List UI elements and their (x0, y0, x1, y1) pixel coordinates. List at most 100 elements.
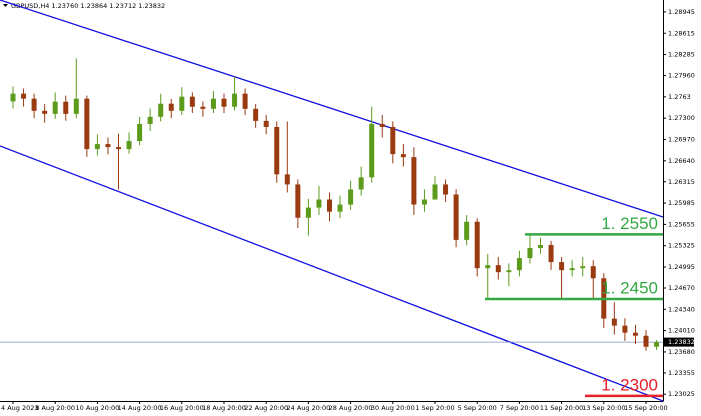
candle-body (337, 204, 343, 212)
candle-body (432, 184, 438, 200)
x-tick-label: 1 Sep 20:00 (415, 404, 454, 412)
candle-body (421, 199, 427, 205)
candle-body (390, 126, 396, 155)
candle-body (232, 93, 238, 107)
candle-body (31, 98, 37, 111)
y-tick-label: 1.25655 (668, 220, 695, 228)
candle-body (137, 123, 143, 142)
y-tick-label: 1.26315 (668, 178, 695, 186)
candle-body (527, 247, 533, 259)
candle-body (94, 144, 100, 150)
y-tick-label: 1.25325 (668, 242, 695, 250)
candle-body (284, 174, 290, 185)
candle-body (327, 199, 332, 212)
y-tick-label: 1.27960 (668, 72, 695, 80)
x-tick-label: 11 Sep 20:00 (540, 404, 583, 412)
y-tick-label: 1.2763 (668, 93, 691, 101)
x-tick-label: 30 Aug 20:00 (371, 404, 415, 412)
x-tick-label: 14 Aug 20:00 (118, 404, 162, 412)
candle-body (559, 262, 565, 271)
y-tick-label: 1.24670 (668, 284, 695, 292)
x-tick-label: 28 Aug 20:00 (329, 404, 373, 412)
y-tick-label: 1.23680 (668, 348, 695, 356)
last-price-box (664, 337, 694, 347)
candle-body (305, 207, 311, 218)
candle-body (453, 194, 459, 240)
y-tick-label: 1.24010 (668, 327, 695, 335)
x-tick-label: 7 Sep 20:00 (500, 404, 539, 412)
candle-body (105, 144, 111, 148)
level-label: 1. 2300 (601, 375, 658, 394)
candle-body (179, 96, 185, 111)
candle-body (622, 325, 628, 333)
y-tick-label: 1.25985 (668, 199, 695, 207)
candle-body (379, 123, 385, 127)
candle-body (242, 93, 248, 109)
candle-body (147, 116, 153, 124)
candle-body (253, 108, 259, 121)
x-tick-label: 4 Aug 2023 (1, 404, 39, 412)
candle-body (274, 126, 280, 175)
chart-title: GBPUSD,H4 1.23760 1.23864 1.23712 1.2383… (11, 2, 165, 10)
candle-body (348, 189, 354, 205)
candle-body (52, 101, 58, 114)
level-label: 1. 2450 (601, 278, 658, 297)
candle-body (548, 244, 554, 263)
candle-body (84, 98, 90, 150)
candle-body (654, 342, 660, 347)
candle-body (42, 110, 48, 114)
candle-body (210, 98, 216, 109)
candle-body (443, 184, 449, 195)
x-tick-label: 13 Sep 20:00 (582, 404, 625, 412)
y-tick-label: 1.28945 (668, 8, 695, 16)
candle-body (506, 270, 512, 273)
y-tick-label: 1.23355 (668, 369, 695, 377)
candle-body (474, 221, 480, 269)
y-tick-label: 1.28285 (668, 51, 695, 59)
y-tick-label: 1.26970 (668, 135, 695, 143)
y-tick-label: 1.27300 (668, 114, 695, 122)
candle-body (495, 265, 501, 273)
candle-body (400, 154, 406, 158)
candle-body (295, 184, 301, 218)
candle-body (21, 93, 27, 99)
x-tick-label: 24 Aug 20:00 (286, 404, 330, 412)
candle-body (116, 147, 121, 150)
x-tick-label: 10 Aug 20:00 (75, 404, 119, 412)
candle-body (569, 268, 575, 271)
candle-body (464, 221, 470, 240)
candle-body (580, 266, 586, 269)
candle-body (643, 335, 649, 347)
candle-body (73, 98, 79, 114)
candle-body (485, 265, 491, 269)
channel-line (0, 145, 664, 402)
candle-body (358, 177, 364, 190)
level-label: 1. 2550 (601, 214, 658, 233)
candle-body (590, 266, 596, 279)
y-tick-label: 1.24340 (668, 305, 695, 313)
candle-body (221, 98, 227, 107)
x-tick-label: 5 Sep 20:00 (458, 404, 497, 412)
menu-triangle[interactable] (3, 4, 8, 7)
x-tick-label: 18 Aug 20:00 (202, 404, 246, 412)
candle-body (538, 244, 543, 248)
y-tick-label: 1.24995 (668, 263, 695, 271)
candle-body (168, 103, 174, 111)
y-tick-label: 1.26640 (668, 157, 695, 165)
candle-body (126, 141, 132, 150)
y-tick-label: 1.28615 (668, 29, 695, 37)
candle-body (158, 103, 164, 117)
x-tick-label: 16 Aug 20:00 (160, 404, 204, 412)
x-tick-label: 22 Aug 20:00 (244, 404, 288, 412)
y-tick-label: 1.23025 (668, 390, 695, 398)
candle-body (63, 101, 69, 114)
x-tick-label: 15 Sep 20:00 (624, 404, 667, 412)
channel-line (0, 0, 664, 218)
candle-body (200, 106, 206, 109)
candle-body (10, 93, 16, 102)
candle-body (263, 120, 269, 127)
candle-body (516, 258, 522, 271)
x-tick-label: 8 Aug 20:00 (35, 404, 75, 412)
candle-body (316, 199, 322, 208)
